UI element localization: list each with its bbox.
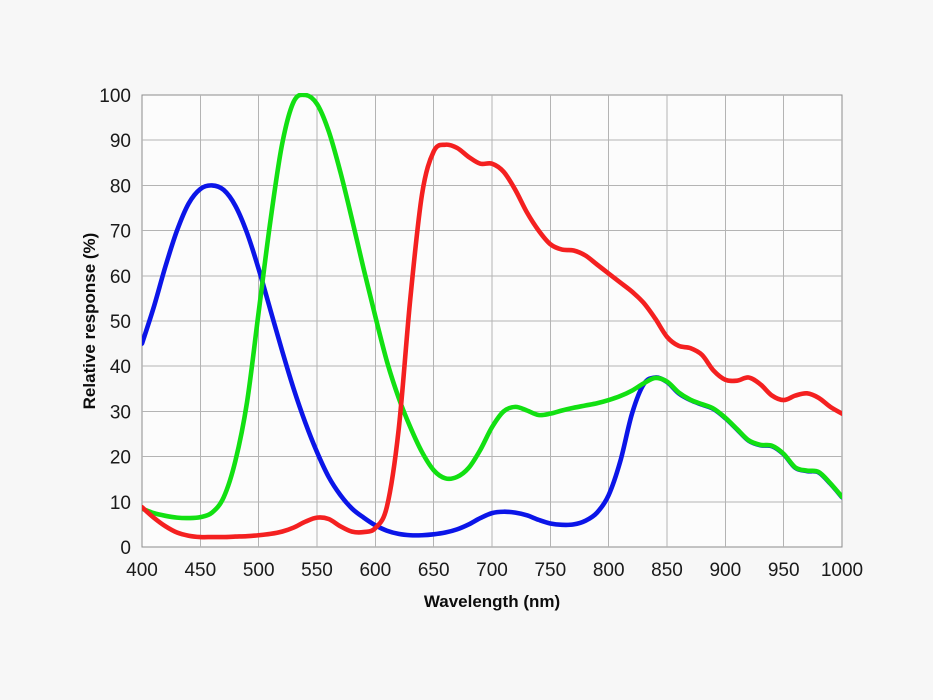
x-tick-label: 900 bbox=[709, 560, 741, 581]
y-tick-label: 60 bbox=[110, 267, 131, 288]
y-tick-label: 100 bbox=[99, 86, 131, 107]
x-axis-tick-labels: 400 450 500 550 600 650 700 750 800 850 900 950 1000 bbox=[126, 560, 863, 581]
x-tick-label: 650 bbox=[418, 560, 450, 581]
x-tick-label: 950 bbox=[768, 560, 800, 581]
x-tick-label: 1000 bbox=[821, 560, 863, 581]
x-tick-label: 400 bbox=[126, 560, 158, 581]
x-tick-label: 750 bbox=[534, 560, 566, 581]
x-tick-label: 600 bbox=[359, 560, 391, 581]
x-tick-label: 850 bbox=[651, 560, 683, 581]
series-line-red-channel bbox=[142, 142, 842, 540]
y-tick-label: 70 bbox=[110, 222, 131, 243]
y-tick-label: 0 bbox=[120, 538, 131, 559]
y-axis-tick-labels: 0 10 20 30 40 50 60 70 80 90 100 bbox=[99, 86, 131, 559]
y-tick-label: 50 bbox=[110, 312, 131, 333]
data-series bbox=[142, 93, 842, 540]
gridlines bbox=[142, 95, 842, 547]
y-tick-label: 10 bbox=[110, 493, 131, 514]
y-tick-label: 90 bbox=[110, 131, 131, 152]
x-tick-label: 800 bbox=[593, 560, 625, 581]
series-line-green-channel bbox=[142, 93, 842, 521]
x-axis-title: Wavelength (nm) bbox=[424, 592, 560, 611]
y-tick-label: 80 bbox=[110, 176, 131, 197]
y-axis-title: Relative response (%) bbox=[80, 233, 99, 410]
x-tick-label: 450 bbox=[184, 560, 216, 581]
y-tick-label: 40 bbox=[110, 357, 131, 378]
x-tick-label: 500 bbox=[243, 560, 275, 581]
x-tick-label: 700 bbox=[476, 560, 508, 581]
y-tick-label: 30 bbox=[110, 402, 131, 423]
y-tick-label: 20 bbox=[110, 448, 131, 469]
x-tick-label: 550 bbox=[301, 560, 333, 581]
